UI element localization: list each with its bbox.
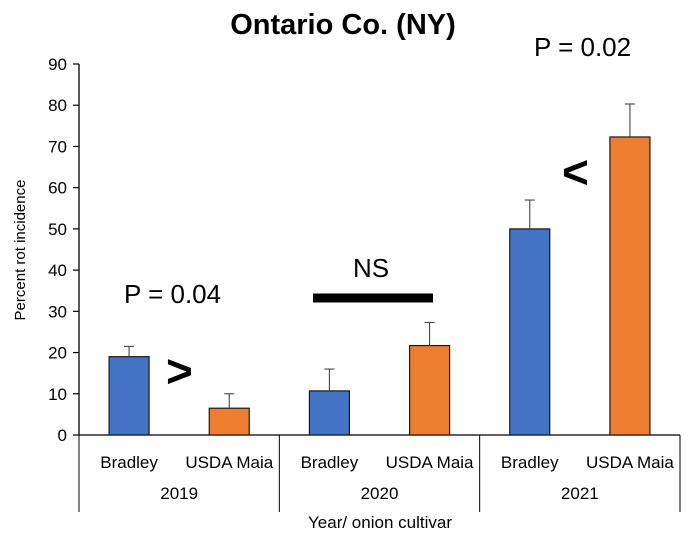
bar-2020-bradley <box>308 390 351 436</box>
y-axis-label: Percent rot incidence <box>12 180 29 321</box>
y-tick-label: 50 <box>48 220 67 239</box>
chart-title: Ontario Co. (NY) <box>230 9 456 41</box>
group-label-2021: 2021 <box>561 484 599 503</box>
x-axis-label: Year/ onion cultivar <box>308 513 452 532</box>
category-label: Bradley <box>100 453 158 472</box>
bar-2019-usda-maia <box>208 407 250 436</box>
y-tick-label: 20 <box>48 344 67 363</box>
p-value-2021: P = 0.02 <box>534 32 631 62</box>
comparison-less-2021: < <box>562 146 589 198</box>
y-tick-label: 70 <box>48 137 67 156</box>
bar-2019-bradley <box>108 356 150 436</box>
y-tick-label: 30 <box>48 302 67 321</box>
y-tick-label: 90 <box>48 55 67 74</box>
p-value-2019: P = 0.04 <box>124 279 221 309</box>
category-label: USDA Maia <box>586 453 674 472</box>
comparison-greater-2019: > <box>166 345 193 397</box>
y-tick-label: 10 <box>48 385 67 404</box>
y-tick-label: 80 <box>48 96 67 115</box>
group-label-2020: 2020 <box>361 484 399 503</box>
ns-label-2020: NS <box>353 253 389 283</box>
category-label: USDA Maia <box>386 453 474 472</box>
group-label-2019: 2019 <box>160 484 198 503</box>
y-tick-label: 0 <box>58 426 67 445</box>
category-label: Bradley <box>501 453 559 472</box>
category-label: USDA Maia <box>185 453 273 472</box>
bar-2021-usda-maia <box>609 136 651 436</box>
y-tick-label: 40 <box>48 261 67 280</box>
y-tick-label: 60 <box>48 179 67 198</box>
category-label: Bradley <box>301 453 359 472</box>
bar-2021-bradley <box>509 228 551 436</box>
bar-2020-usda-maia <box>408 344 451 436</box>
